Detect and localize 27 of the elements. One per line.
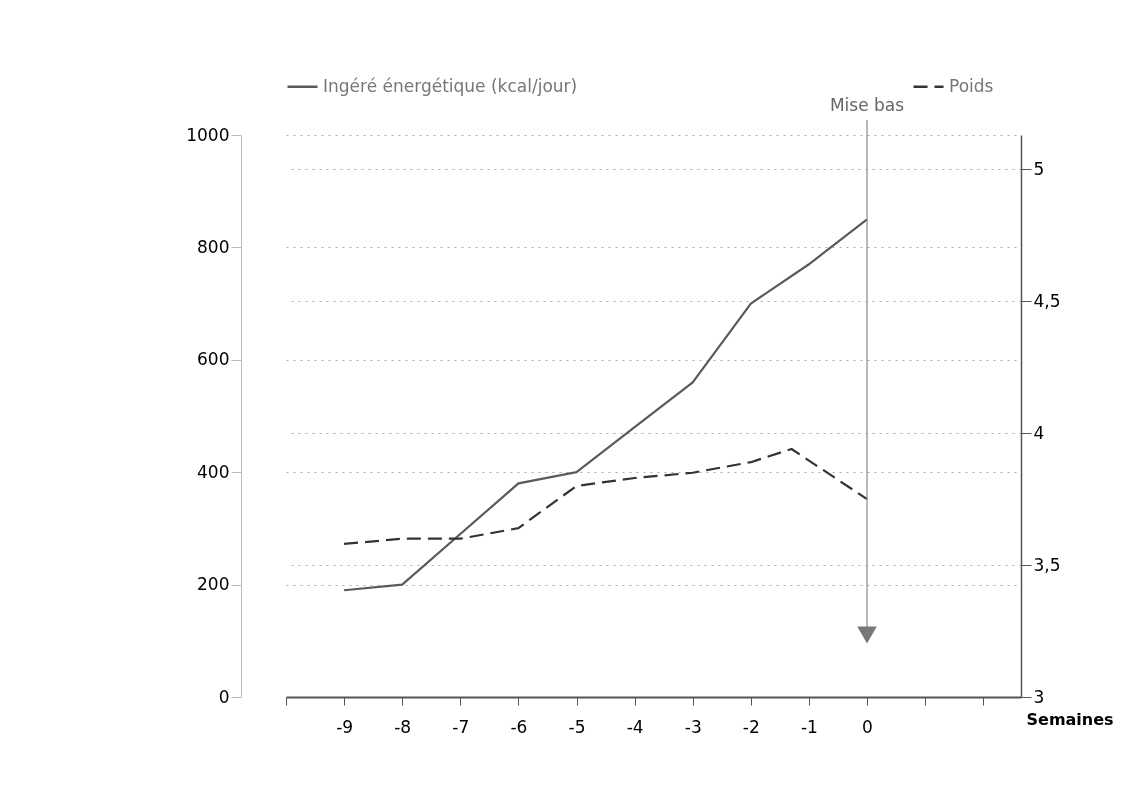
y-tick-label: 800	[197, 236, 230, 257]
x-tick-label: -8	[394, 716, 412, 737]
y2-tick-label: 3	[1033, 686, 1045, 707]
x-axis-title: Semaines	[1026, 709, 1114, 729]
x-tick-label: 0	[862, 716, 873, 737]
x-tick-label: -9	[336, 716, 354, 737]
x-tick-label: -1	[800, 716, 818, 737]
y-tick-label: 200	[197, 574, 230, 595]
x-tick-label: -4	[626, 716, 644, 737]
ref-line-label: Mise bas	[829, 95, 905, 115]
y2-tick-label: 4,5	[1033, 290, 1061, 311]
legend-label: Poids	[949, 75, 994, 96]
y-tick-label: 1000	[186, 124, 230, 145]
y2-tick-label: 4	[1033, 422, 1045, 443]
x-tick-label: -7	[452, 716, 470, 737]
x-tick-label: -3	[684, 716, 702, 737]
y-tick-label: 0	[218, 686, 230, 707]
legend-label: Ingéré énergétique (kcal/jour)	[323, 75, 578, 96]
y2-tick-label: 5	[1033, 158, 1045, 179]
x-tick-label: -2	[742, 716, 760, 737]
line-series	[343, 218, 869, 592]
line-series	[343, 447, 869, 546]
y-tick-label: 400	[197, 461, 230, 482]
x-tick-label: -6	[510, 716, 528, 737]
y2-tick-label: 3,5	[1033, 554, 1061, 575]
x-tick-label: -5	[568, 716, 586, 737]
y-tick-label: 600	[197, 349, 230, 370]
